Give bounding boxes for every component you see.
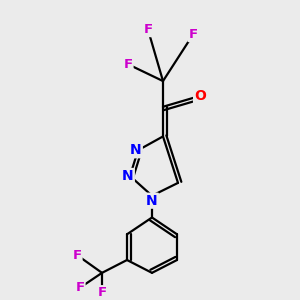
Text: N: N bbox=[122, 169, 134, 183]
Text: F: F bbox=[75, 281, 85, 294]
Text: N: N bbox=[146, 194, 158, 208]
Text: O: O bbox=[194, 89, 206, 103]
Text: F: F bbox=[98, 286, 106, 299]
Text: N: N bbox=[130, 143, 142, 157]
Text: F: F bbox=[143, 23, 153, 36]
Text: F: F bbox=[188, 28, 198, 41]
Text: F: F bbox=[123, 58, 133, 71]
Text: F: F bbox=[72, 249, 82, 262]
